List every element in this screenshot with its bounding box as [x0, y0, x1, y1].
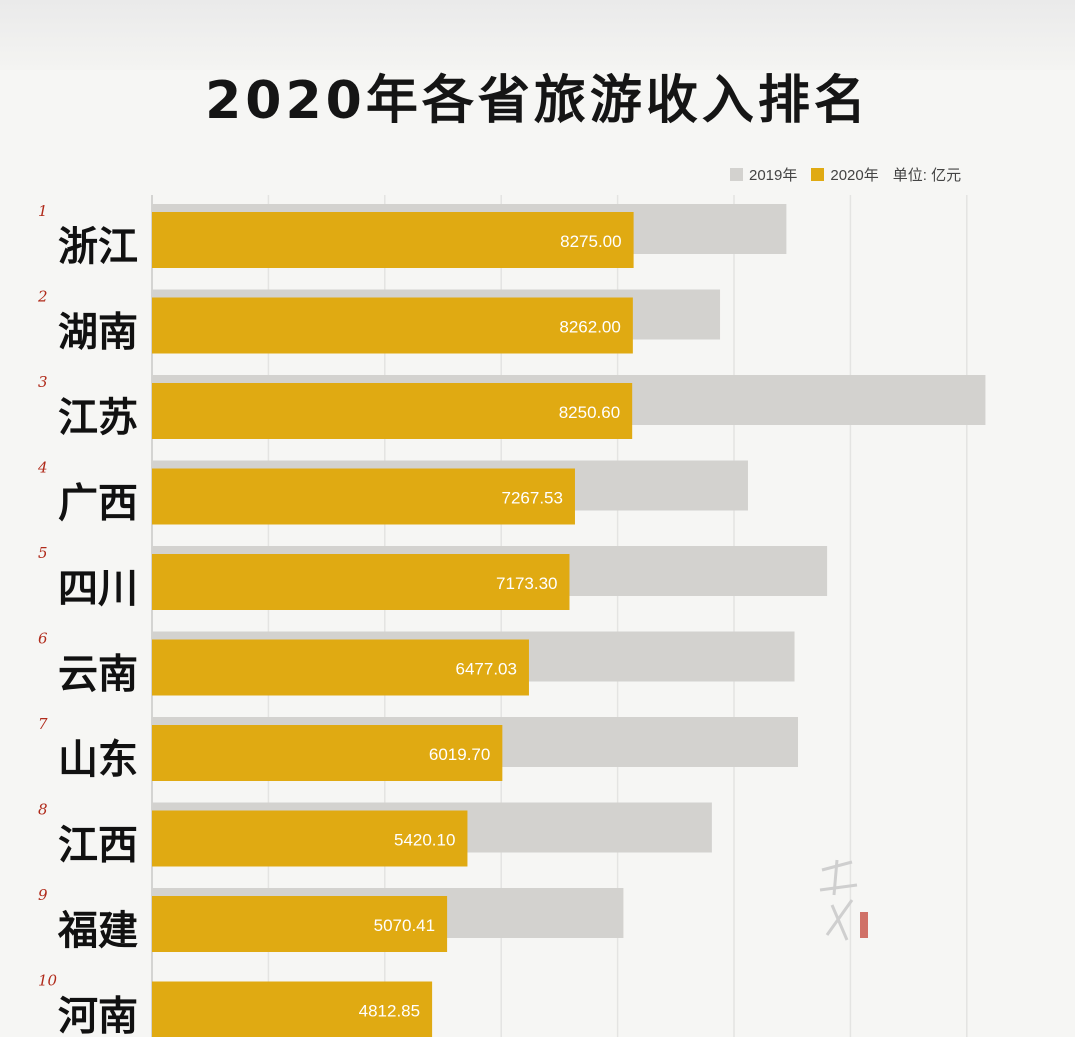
unit-label: 单位: 亿元: [892, 167, 962, 184]
value-label: 6019.70: [429, 745, 490, 764]
rank-label: 1: [38, 202, 48, 220]
chart-title: 2020年各省旅游收入排名: [205, 71, 870, 131]
bar-2020: [152, 468, 575, 525]
bar-2020: [152, 212, 634, 268]
legend: 2019年 2020年 单位: 亿元: [730, 164, 975, 185]
rank-label: 6: [38, 630, 48, 648]
bar-2020: [152, 810, 468, 867]
bar-2020: [152, 297, 633, 354]
bar-2020: [152, 639, 529, 696]
value-label: 6477.03: [456, 660, 517, 679]
rank-label: 4: [37, 459, 48, 477]
category-label: 山东: [58, 736, 138, 783]
value-label: 8262.00: [559, 318, 620, 337]
legend-item-2020: 2020年: [811, 164, 879, 185]
category-label: 四川: [58, 565, 138, 612]
category-label: 江苏: [58, 394, 138, 441]
category-label: 福建: [57, 907, 138, 954]
legend-item-2019: 2019年: [730, 164, 797, 185]
category-label: 河南: [58, 993, 138, 1037]
value-label: 7267.53: [502, 489, 563, 508]
value-label: 4812.85: [359, 1002, 420, 1021]
legend-label-2019: 2019年: [749, 167, 798, 184]
bar-2020: [152, 554, 570, 610]
rank-label: 2: [37, 288, 48, 306]
watermark-seal: [819, 859, 868, 941]
top-band: [0, 0, 1075, 70]
value-label: 7173.30: [496, 574, 557, 593]
value-label: 5420.10: [394, 831, 455, 850]
category-label: 湖南: [58, 309, 138, 356]
rank-label: 7: [38, 715, 48, 733]
category-label: 广西: [58, 480, 138, 527]
rank-label: 10: [38, 972, 58, 990]
bar-2020: [152, 725, 503, 781]
legend-swatch-2020: [811, 168, 825, 181]
category-label: 江西: [58, 822, 138, 869]
legend-unit: 单位: 亿元: [893, 164, 961, 185]
value-label: 5070.41: [374, 916, 435, 935]
rank-label: 5: [38, 544, 48, 562]
bar-2020: [152, 981, 433, 1037]
value-label: 8275.00: [560, 232, 621, 251]
legend-label-2020: 2020年: [830, 167, 879, 184]
bar-2020: [152, 896, 448, 952]
rank-label: 3: [38, 373, 48, 391]
bar-2020: [152, 383, 633, 439]
rank-label: 8: [38, 801, 48, 819]
category-label: 浙江: [58, 223, 138, 270]
value-label: 8250.60: [559, 403, 620, 422]
rank-label: 9: [38, 886, 48, 904]
legend-swatch-2019: [730, 168, 743, 181]
category-label: 云南: [58, 651, 138, 698]
